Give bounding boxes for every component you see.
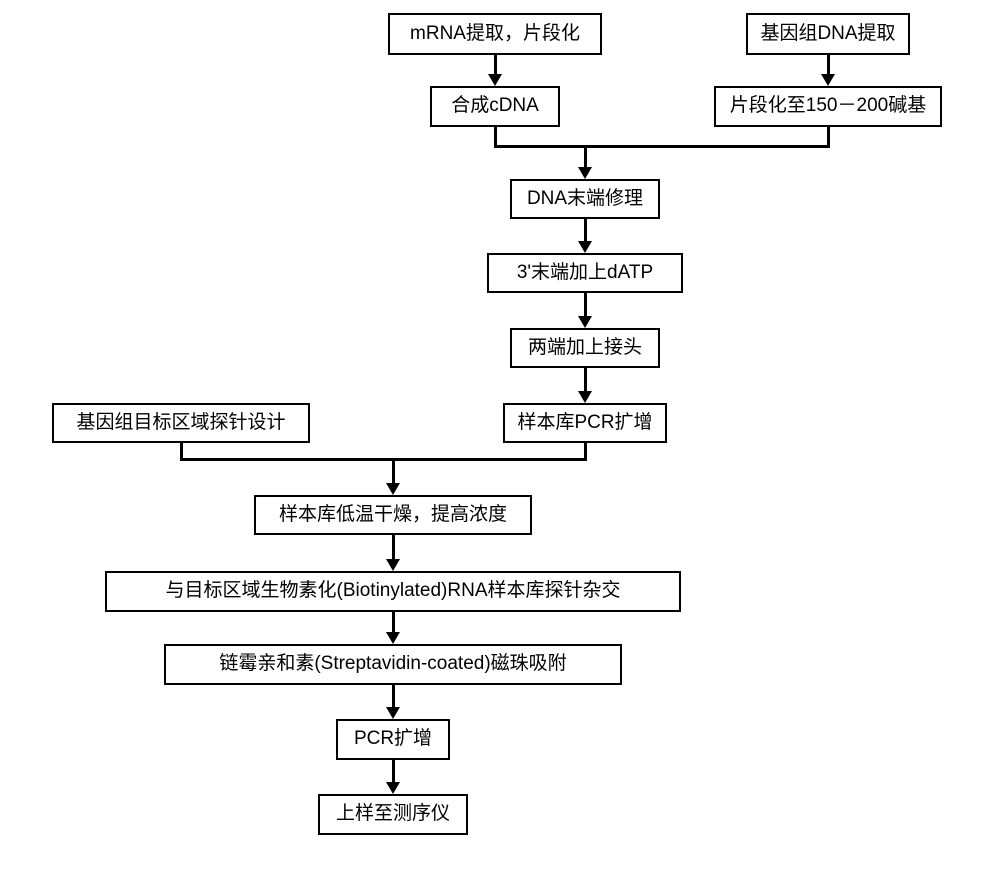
node-label: DNA末端修理 (527, 187, 643, 212)
node-streptavidin-beads: 链霉亲和素(Streptavidin-coated)磁珠吸附 (164, 644, 622, 685)
arrow-head-icon (386, 483, 400, 495)
merge-connector (180, 458, 587, 461)
arrow-line (584, 368, 587, 391)
node-library-pcr: 样本库PCR扩增 (503, 403, 667, 443)
node-label: 上样至测序仪 (336, 802, 450, 827)
arrow-head-icon (578, 391, 592, 403)
node-genomic-dna-extract: 基因组DNA提取 (746, 13, 910, 55)
arrow-head-icon (821, 74, 835, 86)
arrow-head-icon (578, 167, 592, 179)
node-dna-end-repair: DNA末端修理 (510, 179, 660, 219)
node-label: 两端加上接头 (528, 336, 642, 361)
arrow-line (392, 760, 395, 782)
arrow-line (827, 55, 830, 74)
node-3prime-datp: 3'末端加上dATP (487, 253, 683, 293)
node-low-temp-dry: 样本库低温干燥，提高浓度 (254, 495, 532, 535)
node-load-sequencer: 上样至测序仪 (318, 794, 468, 835)
arrow-line (584, 219, 587, 241)
arrow-line (392, 612, 395, 632)
node-label: 基因组DNA提取 (760, 22, 895, 47)
arrow-line (392, 461, 395, 483)
arrow-head-icon (386, 559, 400, 571)
arrow-head-icon (488, 74, 502, 86)
node-label: PCR扩增 (354, 727, 432, 752)
node-label: 样本库PCR扩增 (517, 411, 652, 436)
node-label: 链霉亲和素(Streptavidin-coated)磁珠吸附 (219, 652, 566, 677)
arrow-head-icon (578, 241, 592, 253)
arrow-line (584, 148, 587, 167)
node-synthesize-cdna: 合成cDNA (430, 86, 560, 127)
node-label: 3'末端加上dATP (517, 261, 653, 286)
node-label: 合成cDNA (451, 94, 539, 119)
node-probe-design: 基因组目标区域探针设计 (52, 403, 310, 443)
arrow-head-icon (386, 707, 400, 719)
arrow-line (392, 685, 395, 707)
node-label: mRNA提取，片段化 (410, 22, 580, 47)
node-pcr-amplify: PCR扩增 (336, 719, 450, 760)
node-label: 与目标区域生物素化(Biotinylated)RNA样本库探针杂交 (166, 579, 621, 604)
merge-connector (494, 145, 830, 148)
arrow-line (584, 293, 587, 316)
node-label: 基因组目标区域探针设计 (76, 411, 285, 436)
arrow-head-icon (386, 632, 400, 644)
arrow-head-icon (578, 316, 592, 328)
node-biotinylated-hybridize: 与目标区域生物素化(Biotinylated)RNA样本库探针杂交 (105, 571, 681, 612)
arrow-line (494, 55, 497, 74)
node-label: 样本库低温干燥，提高浓度 (279, 503, 507, 528)
arrow-head-icon (386, 782, 400, 794)
node-add-adapters: 两端加上接头 (510, 328, 660, 368)
node-mrna-extract: mRNA提取，片段化 (388, 13, 602, 55)
node-label: 片段化至150－200碱基 (730, 94, 926, 119)
node-fragment-150-200: 片段化至150－200碱基 (714, 86, 942, 127)
arrow-line (392, 535, 395, 559)
